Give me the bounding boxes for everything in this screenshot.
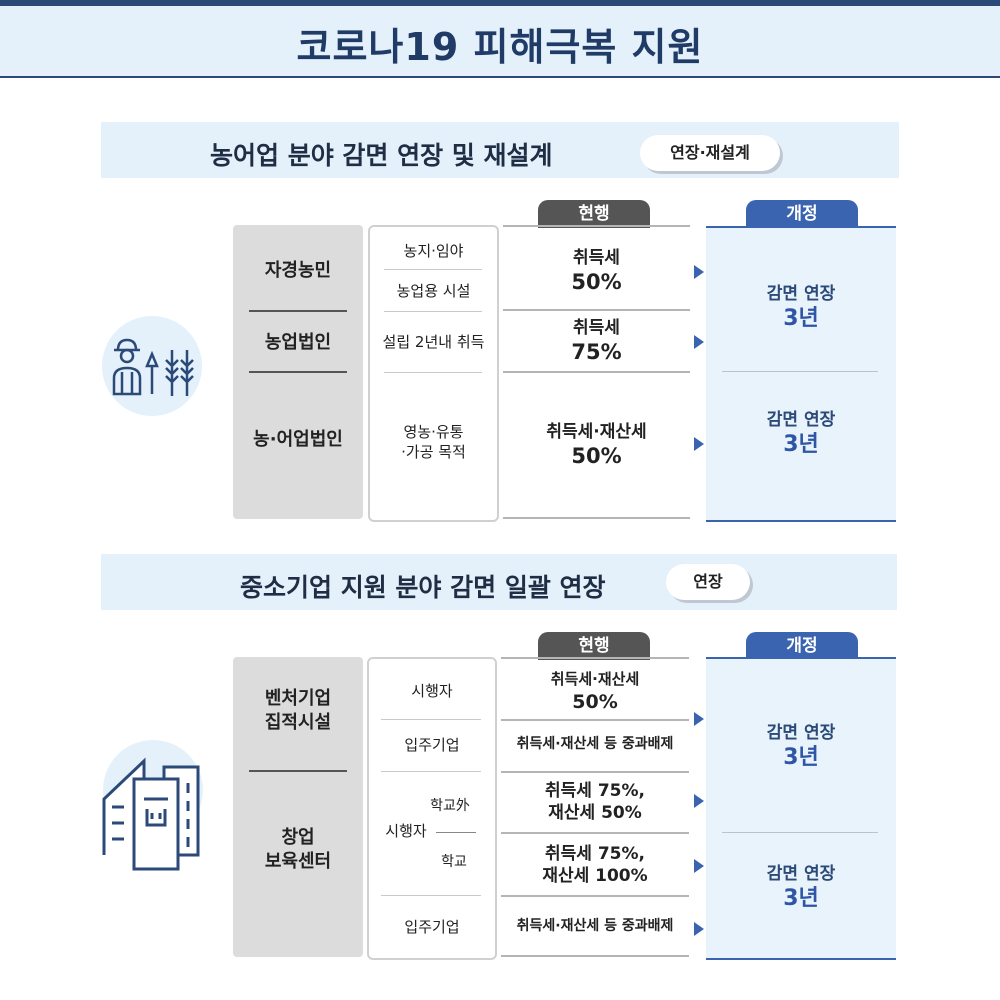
subcategory-label: 학교外	[430, 798, 470, 814]
arrow-right-icon	[694, 859, 704, 873]
section1-current-tag: 현행	[538, 200, 650, 228]
subcategory-label: 영농·유통	[403, 423, 464, 441]
rule	[501, 832, 689, 834]
section1-revised-tag: 개정	[746, 200, 858, 228]
category-label: 농업법인	[264, 332, 332, 353]
rule	[501, 895, 689, 897]
section2-revised-tag: 개정	[746, 632, 858, 660]
section2-badge: 연장	[666, 564, 750, 600]
subcategory-label: 입주기업	[404, 918, 460, 936]
subcategory-label: 입주기업	[404, 736, 460, 754]
divider	[384, 311, 482, 312]
top-accent-bar	[0, 0, 1000, 6]
subcategory-label: 설립 2년내 취득	[382, 333, 485, 351]
current-value: 취득세 75%, 재산세 50%	[545, 781, 645, 824]
section1-revised-panel	[706, 226, 896, 522]
arrow-right-icon	[694, 335, 704, 349]
category-label: 자경농민	[264, 260, 332, 281]
subcategory-label: 시행자	[411, 682, 453, 700]
section2-band	[101, 554, 897, 610]
connector-line	[436, 832, 476, 833]
divider	[384, 269, 482, 270]
category-label: 농·어업법인	[253, 429, 343, 450]
section2-title: 중소기업 지원 분야 감면 일괄 연장	[240, 573, 606, 602]
rule	[501, 955, 689, 957]
category-divider	[249, 310, 347, 312]
section1-title: 농어업 분야 감면 연장 및 재설계	[210, 141, 553, 170]
rule	[503, 225, 690, 227]
subcategory-label: 농지·임야	[403, 242, 464, 260]
buildings-graphic	[100, 755, 210, 875]
subcategory-label: ·가공 목적	[401, 443, 466, 461]
section1-badge: 연장·재설계	[640, 135, 780, 171]
category-label: 창업 보육센터	[264, 827, 332, 873]
current-value: 취득세·재산세 50%	[546, 422, 647, 469]
subcategory-label: 농업용 시설	[396, 282, 471, 300]
section2-revised-panel	[706, 657, 896, 960]
divider	[381, 771, 481, 772]
revised-value: 감면 연장 3년	[766, 284, 836, 332]
divider	[722, 371, 878, 372]
divider	[381, 719, 481, 720]
arrow-right-icon	[694, 794, 704, 808]
rule	[503, 517, 690, 519]
divider	[384, 372, 482, 373]
revised-value: 감면 연장 3년	[766, 410, 836, 458]
category-label: 벤처기업 집적시설	[264, 688, 332, 734]
category-divider	[249, 371, 347, 373]
arrow-right-icon	[694, 712, 704, 726]
rule	[501, 657, 689, 659]
section2-current-tag: 현행	[538, 632, 650, 660]
title-band	[0, 6, 1000, 78]
current-value: 취득세·재산세 등 중과배제	[516, 736, 674, 752]
current-value: 취득세 50%	[571, 248, 622, 295]
arrow-right-icon	[694, 265, 704, 279]
section2-subcategory-box	[367, 657, 497, 960]
current-value: 취득세 75%	[571, 318, 622, 365]
rule	[501, 719, 689, 721]
current-value: 취득세 75%, 재산세 100%	[542, 844, 648, 887]
current-value: 취득세·재산세 50%	[550, 670, 640, 713]
farmer-icon	[102, 316, 202, 416]
revised-value: 감면 연장 3년	[766, 864, 836, 912]
divider	[722, 832, 878, 833]
subcategory-label: 시행자	[385, 822, 427, 840]
section2-category-box	[233, 657, 363, 957]
revised-value: 감면 연장 3년	[766, 723, 836, 771]
rule	[503, 309, 690, 311]
divider	[381, 895, 481, 896]
arrow-right-icon	[694, 922, 704, 936]
subcategory-label: 학교	[441, 854, 467, 870]
category-divider	[249, 770, 347, 772]
page-title: 코로나19 피해극복 지원	[296, 25, 704, 69]
section1-subcategory-box	[368, 225, 499, 522]
rule	[503, 371, 690, 373]
rule	[501, 771, 689, 773]
arrow-right-icon	[694, 437, 704, 451]
current-value: 취득세·재산세 등 중과배제	[516, 918, 674, 934]
